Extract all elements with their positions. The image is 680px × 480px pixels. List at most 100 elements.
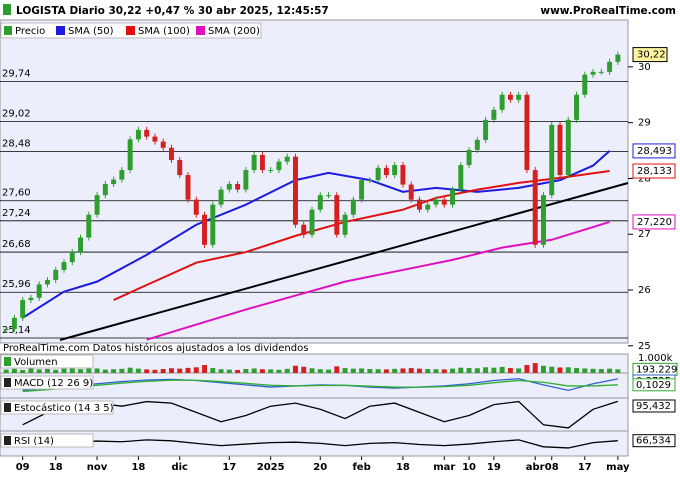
volume-bar bbox=[69, 368, 75, 373]
candle bbox=[202, 214, 208, 245]
volume-bar bbox=[235, 369, 241, 373]
volume-bar bbox=[102, 369, 108, 373]
x-tick-label: feb bbox=[352, 462, 370, 473]
volume-bar bbox=[177, 368, 183, 373]
volume-bar bbox=[94, 368, 100, 373]
candle bbox=[433, 199, 439, 205]
candle bbox=[565, 119, 571, 176]
last-value-label: 0,1029 bbox=[636, 380, 671, 391]
x-tick-label: 2025 bbox=[257, 462, 285, 473]
candle bbox=[53, 269, 59, 280]
candle bbox=[392, 165, 398, 176]
candle bbox=[268, 170, 274, 172]
legend-swatch bbox=[126, 26, 135, 35]
x-tick-label: 20 bbox=[313, 462, 327, 473]
volume-bar bbox=[309, 368, 315, 373]
x-tick-label: 10 bbox=[462, 462, 476, 473]
last-value-label: 28,493 bbox=[637, 146, 672, 157]
x-tick-label: abr bbox=[526, 462, 545, 473]
x-tick-label: 17 bbox=[578, 462, 592, 473]
volume-bar bbox=[565, 367, 571, 373]
x-tick-label: 18 bbox=[131, 462, 145, 473]
y-tick-label: 29 bbox=[638, 118, 651, 129]
volume-bar bbox=[615, 369, 621, 373]
candle bbox=[210, 204, 216, 245]
last-price-label: 30,22 bbox=[637, 50, 666, 61]
volume-bar bbox=[78, 369, 84, 373]
volume-bar bbox=[218, 369, 224, 373]
candle bbox=[416, 199, 422, 210]
candle bbox=[226, 184, 232, 190]
candle bbox=[334, 195, 340, 235]
x-tick-label: 08 bbox=[545, 462, 559, 473]
candle bbox=[251, 155, 257, 171]
level-label: 29,74 bbox=[2, 68, 31, 79]
y-tick-label: 26 bbox=[638, 285, 651, 296]
volume-bar bbox=[259, 369, 265, 373]
candle bbox=[474, 139, 480, 150]
level-label: 28,48 bbox=[2, 139, 31, 150]
panel-title-box bbox=[0, 400, 114, 415]
volume-bar bbox=[450, 368, 456, 373]
volume-bar bbox=[458, 367, 464, 373]
volume-bar bbox=[135, 368, 141, 373]
volume-bar bbox=[119, 368, 125, 373]
candle bbox=[350, 199, 356, 215]
note: ProRealTime.com Datos históricos ajustad… bbox=[3, 342, 308, 354]
volume-bar bbox=[549, 366, 555, 373]
candle bbox=[185, 175, 191, 200]
indicator-line bbox=[22, 439, 618, 449]
x-tick-label: 17 bbox=[222, 462, 236, 473]
candle bbox=[516, 94, 522, 100]
panel-icon bbox=[4, 357, 11, 366]
candle bbox=[466, 149, 472, 166]
volume-bar bbox=[557, 367, 563, 373]
volume-bar bbox=[383, 369, 389, 373]
candle bbox=[309, 209, 315, 235]
volume-bar bbox=[202, 365, 208, 373]
x-tick-label: nov bbox=[87, 462, 108, 473]
candle bbox=[20, 300, 26, 318]
panel-title: MACD (12 26 9) bbox=[14, 378, 93, 389]
candle bbox=[168, 147, 174, 161]
level-label: 25,96 bbox=[2, 279, 31, 290]
volume-bar bbox=[185, 367, 191, 373]
candle bbox=[86, 214, 92, 238]
volume-bar bbox=[408, 368, 414, 373]
candle bbox=[78, 237, 84, 253]
x-tick-label: 18 bbox=[49, 462, 63, 473]
candle bbox=[408, 184, 414, 200]
volume-bar bbox=[425, 369, 431, 373]
volume-bar bbox=[193, 367, 199, 373]
x-tick-label: may bbox=[606, 462, 630, 473]
volume-bar bbox=[574, 368, 580, 373]
candle bbox=[218, 189, 224, 205]
candle bbox=[102, 184, 108, 196]
volume-bar bbox=[491, 367, 497, 373]
volume-bar bbox=[342, 368, 348, 373]
candle bbox=[69, 252, 75, 263]
last-value-label: 27,220 bbox=[637, 217, 672, 228]
last-value-box bbox=[632, 143, 676, 159]
volume-bar bbox=[607, 368, 613, 373]
candle bbox=[425, 204, 431, 210]
volume-bar bbox=[416, 368, 422, 373]
volume-bar bbox=[359, 368, 365, 373]
candle bbox=[458, 165, 464, 190]
candle bbox=[193, 199, 199, 215]
candle bbox=[400, 165, 406, 185]
volume-bar bbox=[292, 365, 298, 373]
panel-title-box bbox=[0, 375, 94, 390]
candle bbox=[135, 129, 141, 140]
indicator-line bbox=[22, 400, 619, 429]
volume-bar bbox=[3, 369, 9, 373]
volume-bar bbox=[210, 368, 216, 373]
y-tick-label: 1.000k bbox=[638, 353, 673, 364]
candle bbox=[177, 160, 183, 176]
volume-bar bbox=[276, 369, 282, 373]
volume-bar bbox=[466, 368, 472, 373]
volume-bar bbox=[441, 369, 447, 373]
panel-title: Volumen bbox=[14, 357, 58, 368]
candle bbox=[574, 94, 580, 120]
